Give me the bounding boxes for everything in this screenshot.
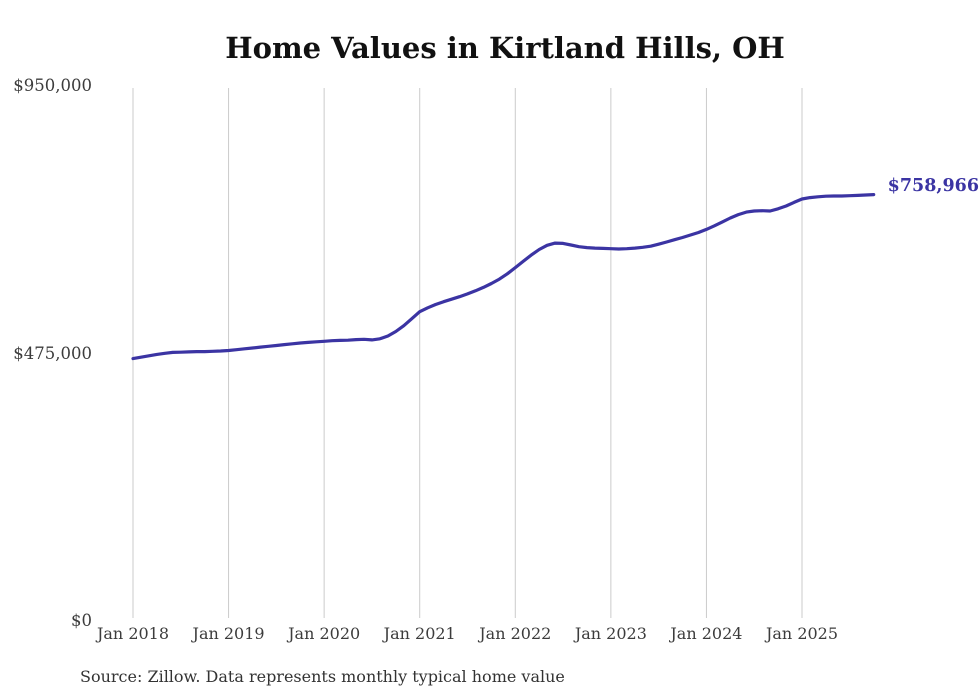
latest-value-label: $758,966 [887,175,979,196]
gridlines [132,88,803,618]
source-note: Source: Zillow. Data represents monthly … [80,667,565,686]
home-value-line [131,193,876,361]
y-axis-tick-950000: $950,000 [13,76,92,95]
x-axis-tick: Jan 2024 [670,624,743,643]
x-axis-tick: Jan 2023 [574,624,647,643]
x-axis-tick: Jan 2019 [192,624,265,643]
y-axis-tick-475000: $475,000 [13,344,92,363]
x-axis-tick: Jan 2020 [288,624,361,643]
x-axis-tick: Jan 2022 [479,624,552,643]
chart-title: Home Values in Kirtland Hills, OH [225,31,785,65]
x-axis-tick: Jan 2021 [383,624,456,643]
x-axis-tick: Jan 2025 [765,624,839,643]
x-axis-tick: Jan 2018 [96,624,170,643]
y-axis-tick-0: $0 [71,611,92,630]
